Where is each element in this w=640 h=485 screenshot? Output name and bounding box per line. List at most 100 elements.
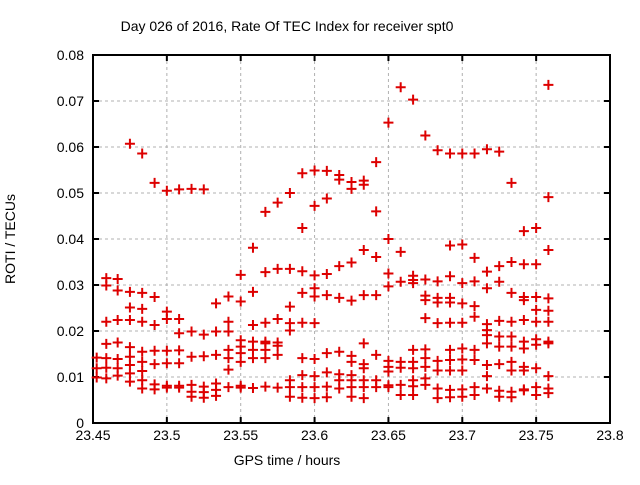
data-point-marker [309, 165, 320, 176]
data-point-marker [124, 302, 135, 313]
data-point-marker [531, 291, 542, 302]
data-point-marker [309, 382, 320, 393]
data-point-marker [186, 326, 197, 337]
data-point-marker [358, 393, 369, 404]
data-point-marker [543, 79, 554, 90]
data-point-marker [395, 379, 406, 390]
data-point-marker [137, 287, 148, 298]
data-point-marker [174, 382, 185, 393]
data-point-marker [506, 356, 517, 367]
data-point-marker [211, 390, 222, 401]
data-point-marker [101, 316, 112, 327]
y-tick-label: 0.05 [57, 185, 84, 201]
x-tick-label: 23.7 [449, 427, 476, 443]
data-point-marker [112, 314, 123, 325]
x-axis-label: GPS time / hours [234, 452, 341, 468]
x-tick-label: 23.5 [153, 427, 180, 443]
data-point-marker [91, 363, 102, 374]
data-point-marker [408, 278, 419, 289]
data-point-marker [383, 117, 394, 128]
data-point-marker [101, 280, 112, 291]
data-point-marker [358, 363, 369, 374]
data-point-marker [408, 344, 419, 355]
data-point-marker [124, 138, 135, 149]
data-point-marker [494, 341, 505, 352]
data-point-marker [420, 344, 431, 355]
data-point-marker [247, 286, 258, 297]
data-point-marker [284, 325, 295, 336]
data-point-marker [469, 344, 480, 355]
data-point-marker [174, 328, 185, 339]
data-point-marker [321, 367, 332, 378]
data-point-marker [543, 316, 554, 327]
data-point-marker [223, 382, 234, 393]
data-point-marker [371, 349, 382, 360]
data-point-marker [543, 371, 554, 382]
axis-labels: Day 026 of 2016, Rate Of TEC Index for r… [2, 18, 454, 468]
data-point-marker [445, 297, 456, 308]
data-point-marker [543, 338, 554, 349]
data-point-marker [371, 251, 382, 262]
data-point-marker [223, 316, 234, 327]
data-point-marker [186, 183, 197, 194]
data-point-marker [334, 383, 345, 394]
data-point-marker [137, 366, 148, 377]
data-point-marker [235, 356, 246, 367]
data-point-marker [445, 365, 456, 376]
data-point-marker [457, 239, 468, 250]
data-point-marker [284, 188, 295, 198]
x-tick-label: 23.8 [596, 427, 623, 443]
data-point-marker [321, 381, 332, 392]
data-point-marker [297, 168, 308, 179]
data-point-marker [124, 286, 135, 297]
data-point-marker [481, 371, 492, 382]
y-tick-label: 0.02 [57, 323, 84, 339]
data-point-marker [432, 393, 443, 404]
data-point-marker [112, 370, 123, 381]
data-point-marker [469, 252, 480, 263]
data-point-marker [383, 234, 394, 244]
data-point-marker [432, 276, 443, 287]
data-point-marker [358, 179, 369, 190]
data-point-marker [198, 329, 209, 340]
data-point-marker [223, 326, 234, 337]
y-tick-label: 0.06 [57, 139, 84, 155]
data-point-marker [518, 295, 529, 306]
data-point-marker [124, 314, 135, 325]
data-point-marker [383, 382, 394, 393]
data-point-marker [506, 177, 517, 188]
data-point-marker [260, 206, 271, 217]
data-point-marker [518, 226, 529, 237]
data-point-marker [432, 365, 443, 376]
data-point-marker [494, 315, 505, 326]
data-point-marker [137, 148, 148, 159]
data-point-marker [321, 268, 332, 279]
x-tick-label: 23.6 [301, 427, 328, 443]
data-point-marker [494, 359, 505, 370]
data-point-marker [284, 301, 295, 312]
data-point-marker [371, 382, 382, 393]
data-point-marker [297, 317, 308, 328]
data-point-marker [457, 343, 468, 354]
data-point-marker [235, 269, 246, 280]
data-point-marker [272, 349, 283, 360]
data-point-marker [211, 326, 222, 337]
data-point-marker [321, 348, 332, 359]
data-point-marker [124, 376, 135, 387]
data-point-marker [321, 193, 332, 204]
data-point-marker [297, 266, 308, 277]
data-point-marker [457, 354, 468, 365]
data-point-marker [161, 358, 172, 369]
x-tick-label: 23.55 [223, 427, 258, 443]
data-point-marker [149, 345, 160, 356]
data-point-marker [112, 285, 123, 296]
data-point-marker [174, 314, 185, 325]
data-point-marker [260, 267, 271, 278]
data-point-marker [506, 257, 517, 267]
data-point-marker [494, 331, 505, 342]
data-point-marker [481, 360, 492, 371]
data-point-marker [469, 301, 480, 312]
data-point-marker [211, 349, 222, 360]
data-point-marker [420, 313, 431, 324]
